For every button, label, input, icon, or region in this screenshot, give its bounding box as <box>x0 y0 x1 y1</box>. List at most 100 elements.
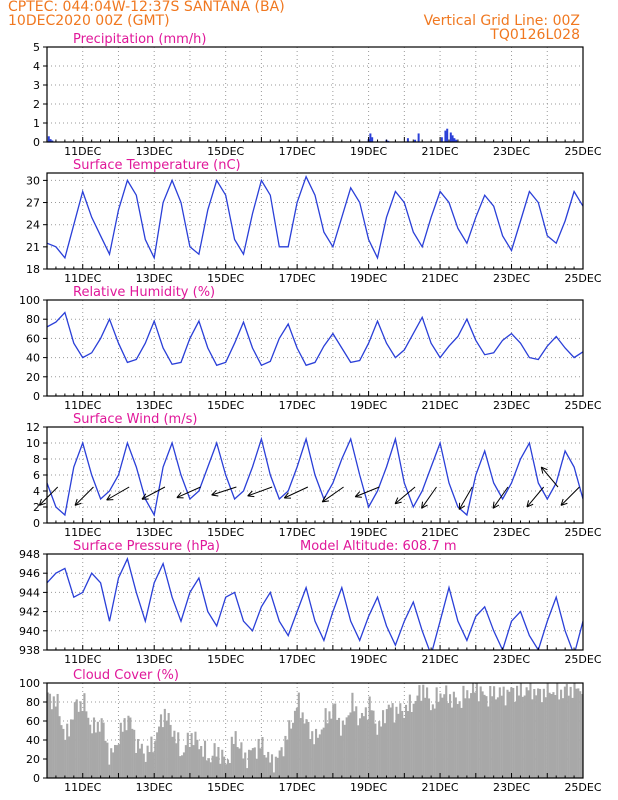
cloud-bar <box>374 723 377 778</box>
cloud-bar <box>581 694 584 778</box>
wind-arrow <box>74 486 94 506</box>
y-tick-label: 10 <box>26 437 40 450</box>
cloud-bar <box>309 739 312 778</box>
cloud-bar <box>301 712 304 778</box>
cloud-bar <box>452 691 455 778</box>
cloud-bar <box>560 689 563 778</box>
cloud-bar <box>299 718 302 778</box>
cloud-bar <box>196 739 199 778</box>
cloud-bar <box>194 731 197 778</box>
cloud-bar <box>460 707 463 778</box>
cloud-bar <box>184 745 187 778</box>
cloud-bar <box>121 731 124 778</box>
cloud-bar <box>504 705 507 778</box>
x-tick-label: 13DEC <box>136 145 173 158</box>
cloud-bar <box>565 683 568 778</box>
cloud-bar <box>110 748 113 778</box>
series-line <box>47 311 583 367</box>
cloud-bar <box>123 718 126 778</box>
cloud-bar <box>232 743 235 778</box>
x-tick-label: 11DEC <box>64 653 101 666</box>
wind-arrow <box>176 486 201 499</box>
cloud-bar <box>56 693 59 778</box>
cloud-bar <box>152 752 155 778</box>
wind-arrow-head <box>141 493 149 500</box>
precip-bar <box>369 133 372 142</box>
cloud-bar <box>575 688 578 778</box>
cloud-bar <box>519 683 522 778</box>
cloud-bar <box>286 739 289 778</box>
cloud-bar <box>464 698 467 778</box>
cloud-bar <box>433 708 436 778</box>
cloud-bar <box>282 756 285 778</box>
cloud-bar <box>269 762 272 778</box>
cloud-bar <box>108 764 111 778</box>
y-tick-label: 2 <box>33 98 40 111</box>
cloud-bar <box>71 719 74 778</box>
cloud-bar <box>173 730 176 778</box>
y-tick-label: 60 <box>26 332 40 345</box>
cloud-bar <box>219 763 222 778</box>
cloud-bar <box>395 706 398 778</box>
cloud-bar <box>169 724 172 778</box>
cloud-bar <box>397 713 400 778</box>
y-tick-label: 6 <box>33 469 40 482</box>
cloud-bar <box>447 703 450 778</box>
cloud-bar <box>62 728 65 778</box>
x-tick-label: 15DEC <box>207 526 244 539</box>
cloud-bar <box>66 723 69 778</box>
cloud-bar <box>305 719 308 778</box>
cloud-bar <box>257 738 260 778</box>
cloud-bar <box>60 725 63 778</box>
cloud-bar <box>79 701 82 778</box>
cloud-bar <box>517 695 521 778</box>
cloud-bar <box>332 704 335 778</box>
cloud-bar <box>89 724 92 778</box>
cloud-bar <box>370 710 373 778</box>
cloud-bar <box>119 722 122 778</box>
cloud-bar <box>75 699 78 778</box>
x-tick-label: 19DEC <box>350 781 387 794</box>
cloud-bar <box>362 716 365 778</box>
cloud-bar <box>324 708 327 778</box>
cloud-bar <box>498 687 501 778</box>
cloud-bar <box>427 698 431 778</box>
cloud-bar <box>125 730 128 778</box>
cloud-bar <box>316 737 320 778</box>
cloud-bar <box>161 727 164 778</box>
cloud-bar <box>182 752 186 778</box>
x-tick-label: 25DEC <box>564 526 601 539</box>
cloud-bar <box>382 710 385 778</box>
plot-area <box>47 554 583 650</box>
cloud-bar <box>326 723 329 778</box>
cloud-bar <box>383 723 387 778</box>
y-tick-label: 3 <box>33 79 40 92</box>
cloud-bar <box>454 697 457 778</box>
cloud-bar <box>311 731 314 778</box>
cloud-bar <box>238 748 241 778</box>
x-tick-label: 25DEC <box>564 653 601 666</box>
cloud-bar <box>450 707 454 778</box>
cloud-bar <box>493 686 496 778</box>
cloud-bar <box>318 734 321 778</box>
y-tick-label: 4 <box>33 485 40 498</box>
cloud-bar <box>251 748 254 778</box>
y-tick-label: 0 <box>33 136 40 149</box>
cloud-bar <box>550 693 553 778</box>
wind-arrow <box>106 486 130 501</box>
cloud-bar <box>280 747 283 778</box>
wind-arrow <box>141 486 166 500</box>
cloud-bar <box>355 706 358 778</box>
cloud-bar <box>135 752 138 778</box>
cloud-bar <box>494 699 498 778</box>
y-tick-label: 18 <box>26 263 40 276</box>
cloud-bar <box>393 722 396 778</box>
cloud-bar <box>158 726 161 778</box>
cloud-bar <box>127 715 130 778</box>
cloud-bar <box>278 750 281 778</box>
x-tick-label: 23DEC <box>493 145 530 158</box>
wind-arrow-head <box>211 489 219 497</box>
cloud-bar <box>295 708 298 778</box>
series-line <box>47 175 583 261</box>
cloud-bar <box>293 710 297 778</box>
